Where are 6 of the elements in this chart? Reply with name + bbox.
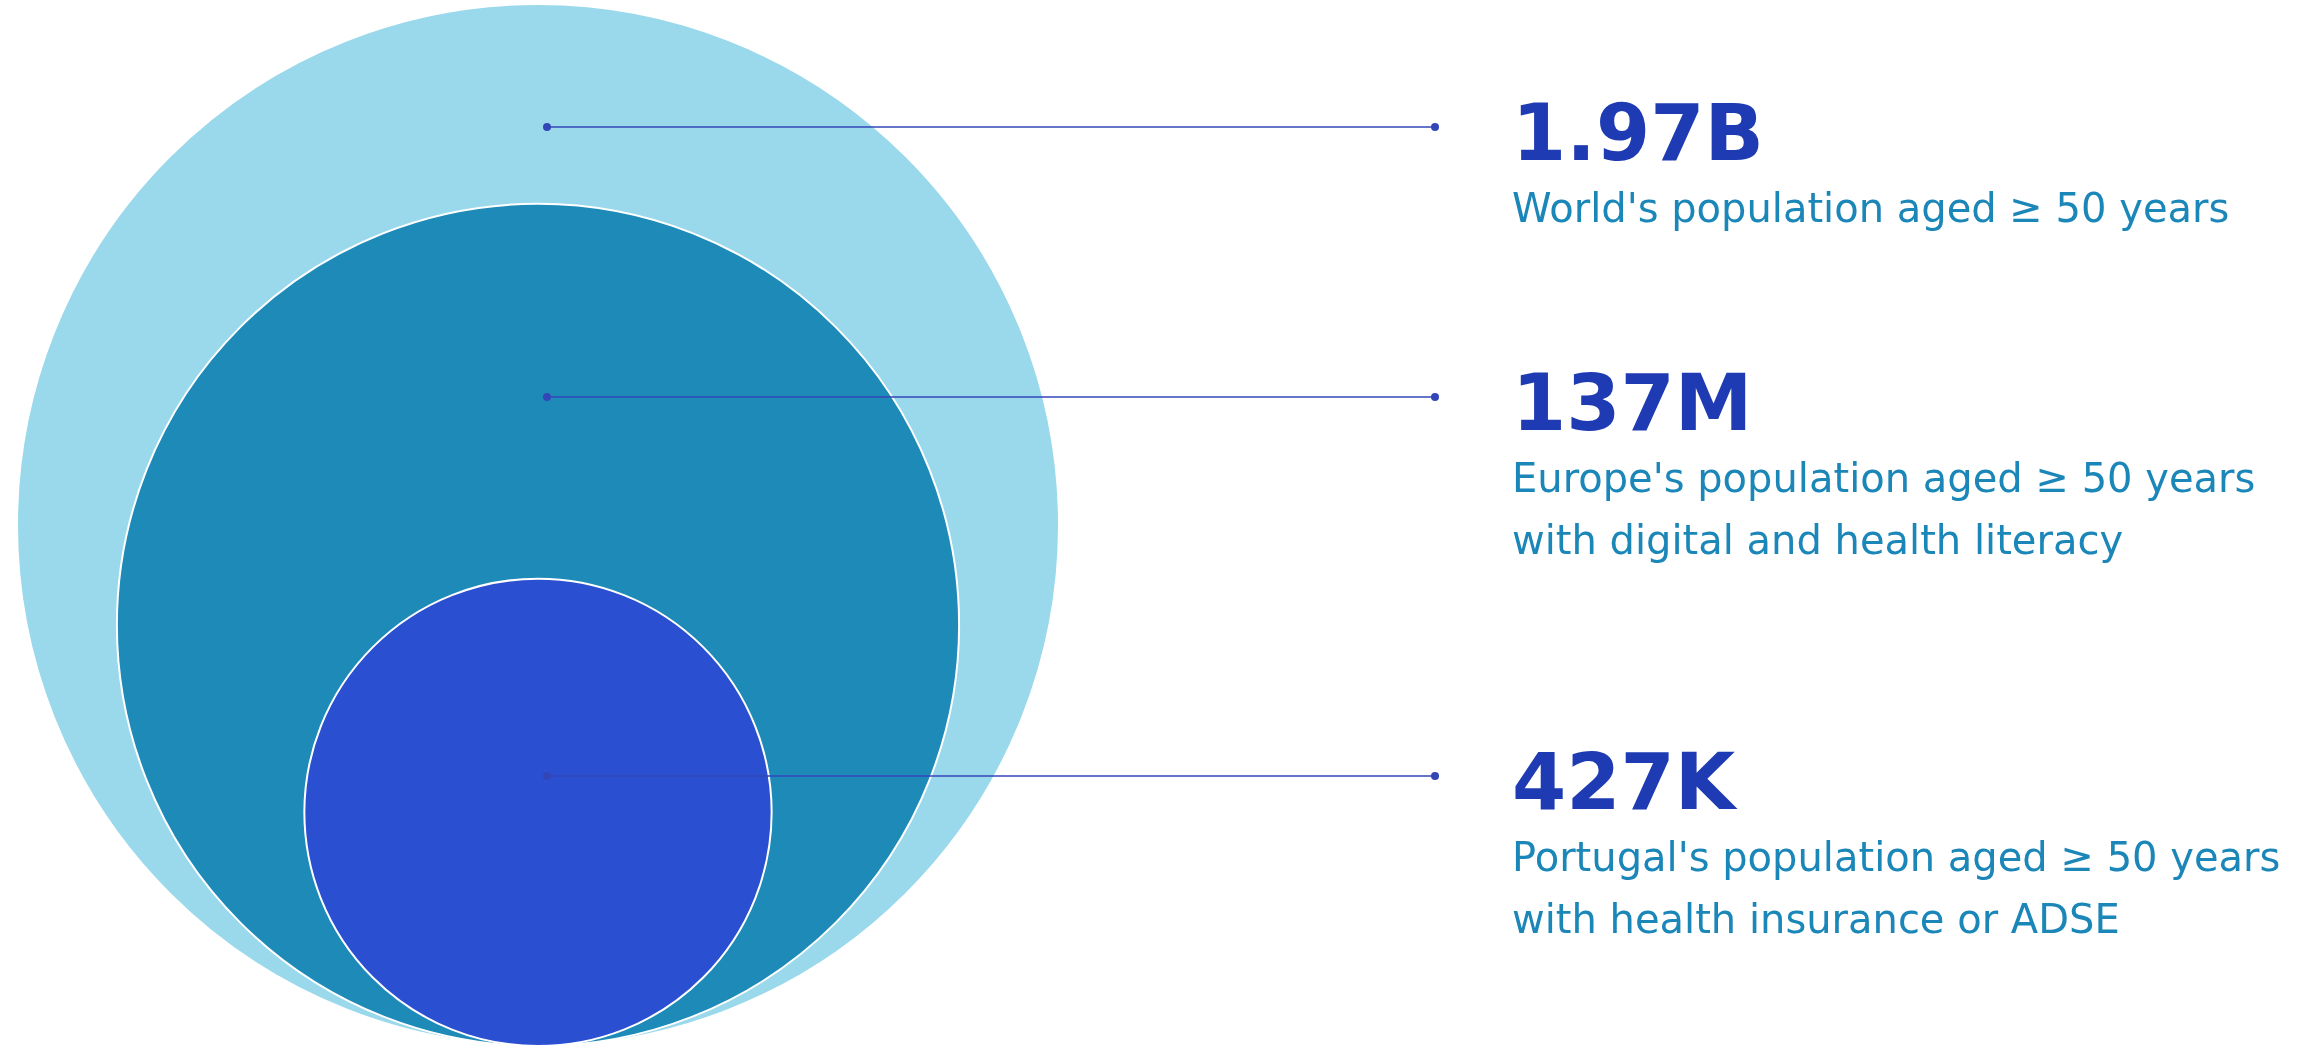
category-label: World's population aged ≥ 50 years <box>1512 185 2230 231</box>
data-label: 137M <box>1512 358 1753 448</box>
data-label: 1.97B <box>1512 88 1764 178</box>
category-label: Portugal's population aged ≥ 50 years with health insurance or ADSE <box>1512 834 2281 942</box>
data-label: 427K <box>1512 737 1738 827</box>
category-label: Europe's population aged ≥ 50 years with digital and health literacy <box>1512 455 2256 563</box>
